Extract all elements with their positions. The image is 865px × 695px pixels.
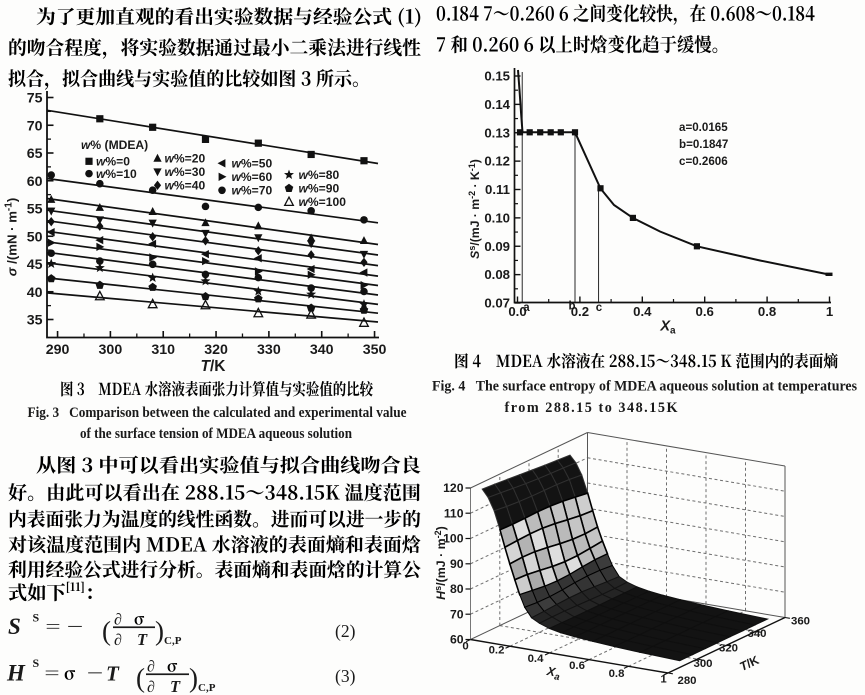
svg-text:S: S xyxy=(33,656,40,670)
svg-text:∂: ∂ xyxy=(114,612,122,629)
svg-text:Ss/(mJ · m-2 · K-1): Ss/(mJ · m-2 · K-1) xyxy=(467,159,482,259)
svg-text:0.8: 0.8 xyxy=(758,304,776,319)
svg-text:): ) xyxy=(189,663,198,693)
svg-text:0: 0 xyxy=(462,641,468,653)
svg-text:Fig. 3 Comparison between th: Fig. 3 Comparison between the calculated… xyxy=(28,405,407,421)
svg-text:70: 70 xyxy=(27,118,43,134)
svg-text:∂: ∂ xyxy=(147,679,155,695)
svg-text:0.0: 0.0 xyxy=(508,304,526,319)
svg-text:320: 320 xyxy=(204,342,228,358)
svg-text:C,P: C,P xyxy=(164,635,182,647)
svg-text:110: 110 xyxy=(444,506,464,520)
svg-text:330: 330 xyxy=(257,342,281,358)
svg-text:from 288.15 to 348.15K: from 288.15 to 348.15K xyxy=(505,400,678,416)
svg-text:320: 320 xyxy=(719,643,738,655)
svg-text:w%=10: w%=10 xyxy=(96,167,137,181)
svg-text:S: S xyxy=(33,611,40,625)
svg-text:w%=70: w%=70 xyxy=(232,184,273,198)
svg-text:w%=30: w%=30 xyxy=(165,165,206,179)
svg-text:T: T xyxy=(170,677,181,695)
svg-text:0.14: 0.14 xyxy=(484,97,510,112)
svg-text:310: 310 xyxy=(151,342,175,358)
svg-text:35: 35 xyxy=(27,313,43,329)
svg-text:w%=0: w%=0 xyxy=(96,155,130,169)
svg-text:45: 45 xyxy=(27,257,43,273)
svg-text:T/K: T/K xyxy=(201,358,227,375)
svg-text:65: 65 xyxy=(27,146,43,162)
svg-text:Xa: Xa xyxy=(659,319,676,337)
svg-text:0.13: 0.13 xyxy=(484,125,510,140)
svg-text:0.08: 0.08 xyxy=(484,267,510,282)
svg-text:75: 75 xyxy=(27,91,43,107)
svg-text:(2): (2) xyxy=(335,621,356,641)
svg-text:w%=60: w%=60 xyxy=(232,170,273,184)
svg-text:300: 300 xyxy=(693,658,712,670)
svg-text:0.09: 0.09 xyxy=(484,239,510,254)
svg-text:0.12: 0.12 xyxy=(484,154,510,169)
svg-text:w%=90: w%=90 xyxy=(299,182,340,196)
svg-text:360: 360 xyxy=(791,616,810,628)
svg-text:a: a xyxy=(523,302,530,314)
svg-text:S: S xyxy=(8,614,21,639)
svg-text:340: 340 xyxy=(310,342,334,358)
svg-text:w%=20: w%=20 xyxy=(165,152,206,166)
svg-text:w%=80: w%=80 xyxy=(299,168,340,182)
svg-text:0.2: 0.2 xyxy=(489,645,505,657)
svg-text:c=0.2606: c=0.2606 xyxy=(679,155,728,168)
svg-text:w% (MDEA): w% (MDEA) xyxy=(81,138,148,152)
svg-text:120: 120 xyxy=(443,481,464,495)
svg-text:80: 80 xyxy=(450,582,464,596)
svg-text:350: 350 xyxy=(363,342,387,358)
svg-text:T: T xyxy=(106,662,120,686)
svg-text:(3): (3) xyxy=(335,666,356,686)
svg-text:90: 90 xyxy=(450,557,464,571)
svg-text:of the surface tension of MDEA: of the surface tension of MDEA aqueous s… xyxy=(80,426,352,442)
svg-text:(: ( xyxy=(102,616,111,646)
svg-text:w%=100: w%=100 xyxy=(299,195,347,209)
svg-text:0.11: 0.11 xyxy=(485,182,510,197)
svg-text:0.2: 0.2 xyxy=(571,304,589,319)
svg-text:1: 1 xyxy=(660,674,667,686)
svg-text:C,P: C,P xyxy=(198,682,216,694)
svg-text:100: 100 xyxy=(443,532,464,546)
svg-text:Fig. 4 The surface entropy o: Fig. 4 The surface entropy of MDEA aqueo… xyxy=(432,379,857,395)
svg-text:0.4: 0.4 xyxy=(528,653,544,665)
svg-text:70: 70 xyxy=(450,607,464,621)
svg-text:∂: ∂ xyxy=(147,659,155,676)
svg-text:(: ( xyxy=(136,663,145,693)
svg-text:c: c xyxy=(596,302,603,314)
svg-text:b: b xyxy=(568,301,575,313)
svg-text:0.6: 0.6 xyxy=(569,660,585,672)
svg-text:0.8: 0.8 xyxy=(609,668,625,680)
svg-text:60: 60 xyxy=(27,174,43,190)
svg-text:0.10: 0.10 xyxy=(484,210,510,225)
svg-text:280: 280 xyxy=(677,675,696,687)
svg-text:w%=50: w%=50 xyxy=(232,157,273,171)
svg-text:H: H xyxy=(6,661,26,686)
svg-text:): ) xyxy=(155,616,164,646)
svg-text:a=0.0165: a=0.0165 xyxy=(679,121,728,134)
svg-text:w%=40: w%=40 xyxy=(165,179,206,193)
svg-text:σ /(mN · m-1): σ /(mN · m-1) xyxy=(4,198,20,277)
svg-text:55: 55 xyxy=(27,202,43,218)
svg-text:0.07: 0.07 xyxy=(484,296,510,311)
svg-text:b=0.1847: b=0.1847 xyxy=(679,138,728,151)
svg-text:Hs/(mJ · m-2): Hs/(mJ · m-2) xyxy=(433,526,448,600)
svg-text:∂: ∂ xyxy=(114,632,122,649)
svg-text:60: 60 xyxy=(450,633,464,647)
svg-text:0.4: 0.4 xyxy=(633,304,652,319)
svg-text:1: 1 xyxy=(826,304,833,319)
svg-text:50: 50 xyxy=(27,229,43,245)
svg-text:0.15: 0.15 xyxy=(484,69,510,84)
svg-text:40: 40 xyxy=(27,285,43,301)
svg-text:300: 300 xyxy=(99,342,123,358)
svg-text:0.6: 0.6 xyxy=(696,304,714,319)
svg-text:290: 290 xyxy=(46,342,70,358)
svg-text:T: T xyxy=(137,630,148,649)
